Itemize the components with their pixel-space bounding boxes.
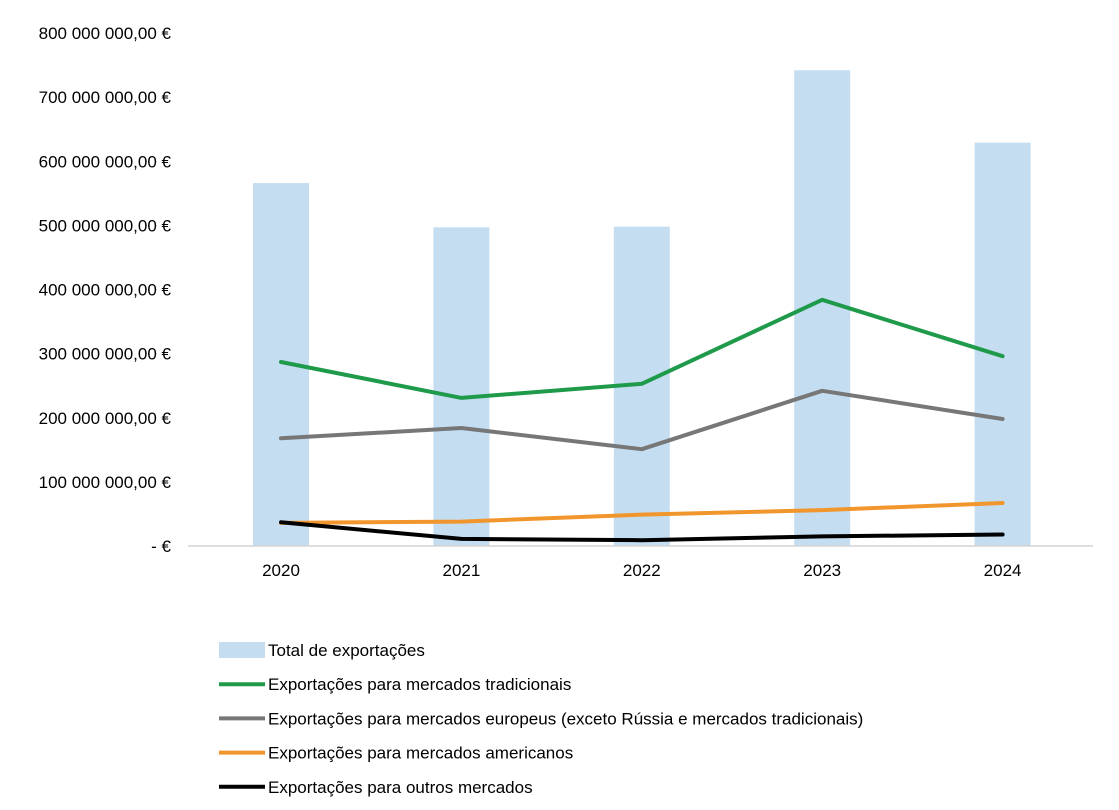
y-tick-label: 400 000 000,00 € — [39, 281, 172, 300]
legend-label: Exportações para outros mercados — [268, 778, 533, 797]
series-line-3 — [279, 501, 1005, 525]
x-axis-tick-labels: 2020 2021 2022 2023 2024 — [262, 561, 1021, 580]
y-axis-tick-labels: 800 000 000,00 € 700 000 000,00 € 600 000 … — [39, 24, 172, 556]
legend-label: Total de exportações — [268, 641, 425, 660]
lines-layer — [279, 297, 1005, 543]
y-tick-label: - € — [151, 537, 171, 556]
y-tick-label: 300 000 000,00 € — [39, 345, 172, 364]
legend: Total de exportações Exportações para mer… — [219, 641, 863, 797]
bar-total-2021 — [433, 227, 490, 546]
series-line-1 — [279, 297, 1005, 400]
x-tick-label-2024: 2024 — [984, 561, 1022, 580]
legend-item-4: Exportações para mercados americanos — [219, 744, 573, 763]
legend-label: Exportações para mercados americanos — [268, 744, 573, 763]
x-tick-label-2022: 2022 — [623, 561, 661, 580]
legend-item-3: Exportações para mercados europeus (exce… — [219, 709, 863, 728]
legend-label: Exportações para mercados tradicionais — [268, 675, 571, 694]
legend-swatch — [219, 642, 265, 658]
legend-item-5: Exportações para outros mercados — [219, 778, 533, 797]
y-tick-label: 700 000 000,00 € — [39, 88, 172, 107]
legend-item-2: Exportações para mercados tradicionais — [219, 675, 571, 694]
x-tick-label-2020: 2020 — [262, 561, 300, 580]
legend-label: Exportações para mercados europeus (exce… — [268, 709, 863, 728]
series-line-4 — [279, 520, 1005, 543]
legend-item-1: Total de exportações — [219, 641, 425, 660]
series-line-2 — [279, 388, 1005, 452]
y-tick-label: 800 000 000,00 € — [39, 24, 172, 43]
x-tick-label-2023: 2023 — [803, 561, 841, 580]
bar-total-2024 — [974, 142, 1031, 546]
bars-layer — [253, 70, 1031, 547]
y-tick-label: 200 000 000,00 € — [39, 409, 172, 428]
y-tick-label: 500 000 000,00 € — [39, 216, 172, 235]
x-tick-label-2021: 2021 — [442, 561, 480, 580]
y-tick-label: 600 000 000,00 € — [39, 152, 172, 171]
y-tick-label: 100 000 000,00 € — [39, 473, 172, 492]
